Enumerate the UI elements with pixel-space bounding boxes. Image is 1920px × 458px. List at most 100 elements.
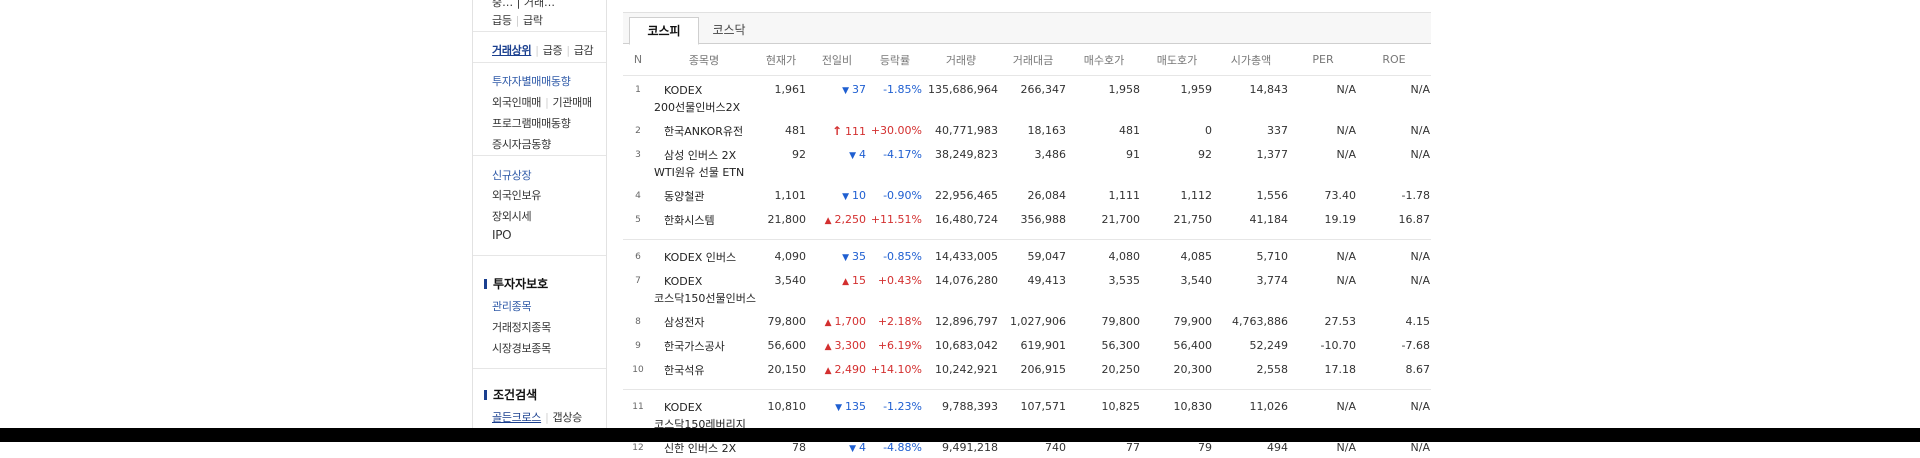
- rate-cell: -0.90%: [867, 182, 923, 206]
- sidebar-item-otc-prices[interactable]: 장외시세: [492, 208, 531, 224]
- per-cell: N/A: [1289, 267, 1357, 308]
- stock-name-link[interactable]: 한국가스공사: [654, 338, 754, 355]
- change-cell: ▲2,490: [807, 356, 867, 380]
- stock-name-link[interactable]: 동양철관: [654, 188, 754, 205]
- rate-cell: +6.19%: [867, 332, 923, 356]
- sidebar-item-volume-drop[interactable]: 급감: [574, 44, 594, 57]
- volume-cell: 38,249,823: [923, 141, 999, 182]
- roe-cell: 16.87: [1357, 206, 1431, 230]
- per-cell: 17.18: [1289, 356, 1357, 380]
- bottom-black-bar: [0, 428, 1920, 442]
- cap-cell: 3,774: [1213, 267, 1289, 308]
- sidebar-item-golden-cross[interactable]: 골든크로스: [492, 411, 541, 424]
- sidebar-item-gap-up[interactable]: 갭상승: [553, 411, 582, 424]
- price-cell: 4,090: [755, 243, 807, 267]
- sidebar-item-suspended-stocks[interactable]: 거래정지종목: [492, 319, 551, 335]
- arrow-down-icon: ▼: [835, 403, 842, 413]
- separator: |: [535, 44, 538, 57]
- change-cell: ▼10: [807, 182, 867, 206]
- separator-cell: [623, 230, 1431, 240]
- cap-cell: 14,843: [1213, 76, 1289, 118]
- stock-name-cell: KODEX 200선물인버스2X: [653, 76, 755, 118]
- row-number: 5: [623, 206, 653, 230]
- sidebar-item-market-funds[interactable]: 증시자금동향: [492, 136, 551, 152]
- tab-kospi[interactable]: 코스피: [629, 17, 699, 45]
- row-number: 2: [623, 117, 653, 141]
- separator-cell: [623, 380, 1431, 390]
- stock-name-link[interactable]: 한국석유: [654, 362, 754, 379]
- sidebar-item-foreign-trading[interactable]: 외국인매매: [492, 96, 541, 109]
- sidebar-item-volume-surge[interactable]: 급증: [543, 44, 563, 57]
- per-cell: 27.53: [1289, 308, 1357, 332]
- sidebar-item-institution-trading[interactable]: 기관매매: [553, 96, 592, 109]
- price-cell: 79,800: [755, 308, 807, 332]
- sidebar-cut-item[interactable]: 중… | 거래…: [492, 0, 555, 4]
- roe-cell: N/A: [1357, 267, 1431, 308]
- sidebar-divider: [473, 31, 606, 32]
- price-cell: 20,150: [755, 356, 807, 380]
- per-cell: 19.19: [1289, 206, 1357, 230]
- sidebar-item-foreign-holding[interactable]: 외국인보유: [492, 187, 541, 203]
- stock-name-link[interactable]: 한국ANKOR유전: [654, 123, 754, 140]
- stock-name-link[interactable]: 삼성전자: [654, 314, 754, 331]
- sidebar-item-new-listing[interactable]: 신규상장: [492, 167, 531, 183]
- change-value: 3,300: [835, 339, 867, 352]
- rate-cell: +30.00%: [867, 117, 923, 141]
- heading-bar: [484, 279, 487, 289]
- volume-cell: 10,683,042: [923, 332, 999, 356]
- sidebar-item-investor-trend[interactable]: 투자자별매매동향: [492, 73, 571, 89]
- per-cell: N/A: [1289, 141, 1357, 182]
- change-value: 2,490: [835, 363, 867, 376]
- ask-cell: 1,112: [1141, 182, 1213, 206]
- volume-cell: 14,433,005: [923, 243, 999, 267]
- sidebar-item-managed-stocks[interactable]: 관리종목: [492, 298, 531, 314]
- stock-name-cell: 삼성전자: [653, 308, 755, 332]
- cap-cell: 1,556: [1213, 182, 1289, 206]
- sidebar-item-plunge[interactable]: 급락: [523, 14, 543, 27]
- cap-cell: 52,249: [1213, 332, 1289, 356]
- sidebar-item-market-warning[interactable]: 시장경보종목: [492, 340, 551, 356]
- ask-cell: 21,750: [1141, 206, 1213, 230]
- sidebar-item-surge[interactable]: 급등: [492, 14, 512, 27]
- change-value: 1,700: [835, 315, 867, 328]
- sidebar-item-ipo[interactable]: IPO: [492, 228, 511, 242]
- stock-name-link[interactable]: KODEX 코스닥150선물인버스: [654, 273, 754, 307]
- stock-name-link[interactable]: 신한 인버스 2X: [654, 440, 754, 457]
- volume-cell: 22,956,465: [923, 182, 999, 206]
- stock-name-link[interactable]: KODEX 인버스: [654, 249, 754, 266]
- per-cell: -10.70: [1289, 332, 1357, 356]
- stock-name-link[interactable]: 한화시스템: [654, 212, 754, 229]
- roe-cell: N/A: [1357, 76, 1431, 118]
- sidebar-item-program-trading[interactable]: 프로그램매매동향: [492, 115, 571, 131]
- arrow-up-icon: ▲: [825, 318, 832, 328]
- roe-cell: -7.68: [1357, 332, 1431, 356]
- stock-name-cell: 한화시스템: [653, 206, 755, 230]
- per-cell: N/A: [1289, 76, 1357, 118]
- upper-limit-arrow-icon: ↑: [832, 124, 842, 138]
- roe-cell: -1.78: [1357, 182, 1431, 206]
- stock-name-cell: KODEX 인버스: [653, 243, 755, 267]
- amount-cell: 49,413: [999, 267, 1067, 308]
- tab-kosdaq[interactable]: 코스닥: [701, 17, 757, 43]
- sidebar-item-top-volume[interactable]: 거래상위: [492, 44, 531, 57]
- stock-name-link[interactable]: 삼성 인버스 2X WTI원유 선물 ETN: [654, 147, 754, 181]
- amount-cell: 18,163: [999, 117, 1067, 141]
- change-value: 111: [845, 125, 866, 138]
- stock-name-link[interactable]: KODEX 200선물인버스2X: [654, 82, 754, 116]
- sidebar-heading-condition-search: 조건검색: [484, 386, 537, 403]
- price-cell: 1,101: [755, 182, 807, 206]
- change-value: 4: [859, 441, 866, 454]
- change-value: 4: [859, 148, 866, 161]
